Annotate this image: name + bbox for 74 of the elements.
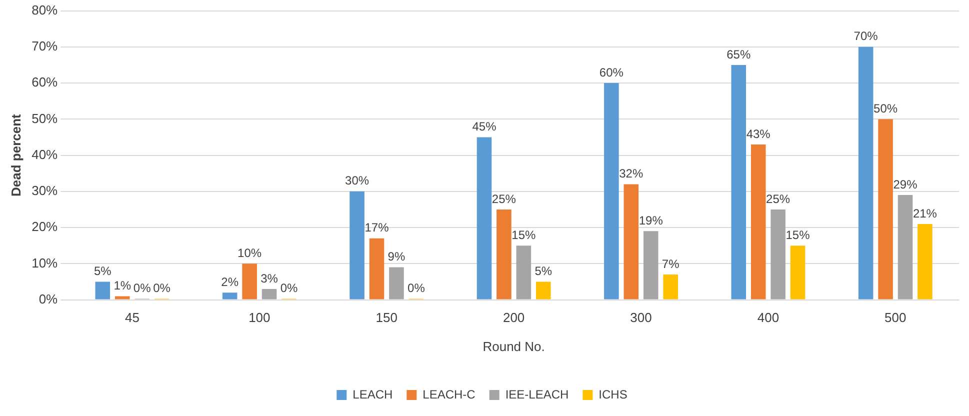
- y-tick-label: 0%: [38, 291, 58, 306]
- data-label: 45%: [472, 120, 497, 134]
- y-tick-label: 70%: [32, 38, 58, 54]
- data-label: 1%: [114, 278, 132, 292]
- data-label: 29%: [893, 177, 918, 192]
- y-tick-label: 10%: [32, 255, 58, 270]
- y-tick-label: 50%: [32, 110, 58, 126]
- bar: [858, 46, 874, 300]
- data-label: 25%: [492, 192, 516, 206]
- bar: [496, 209, 512, 300]
- x-tick-label: 400: [757, 310, 780, 326]
- y-tick-label: 80%: [32, 2, 58, 18]
- x-tick-label: 500: [884, 310, 906, 326]
- data-label: 10%: [238, 246, 262, 260]
- bar: [242, 264, 257, 300]
- data-label: 19%: [638, 213, 664, 228]
- bar: [770, 209, 786, 300]
- y-tick-label: 30%: [32, 183, 58, 198]
- bar: [624, 184, 639, 300]
- data-label: 25%: [766, 192, 790, 206]
- bar: [536, 282, 551, 300]
- y-tick-label: 20%: [32, 219, 58, 234]
- y-tick-label: 40%: [32, 146, 58, 162]
- data-label: 43%: [746, 126, 771, 141]
- y-tick-label: 60%: [32, 74, 58, 90]
- bar: [878, 119, 893, 300]
- bar: [222, 292, 238, 300]
- legend-label: LEACH: [352, 387, 393, 402]
- bar: [350, 191, 364, 300]
- y-axis-title: Dead percent: [8, 113, 24, 196]
- x-axis-title: Round No.: [482, 338, 545, 354]
- data-label: 9%: [388, 250, 406, 264]
- bar: [604, 83, 619, 300]
- data-label: 7%: [662, 256, 680, 271]
- bar: [476, 137, 492, 300]
- bar: [918, 224, 932, 300]
- x-tick-label: 150: [376, 310, 398, 326]
- bar: [516, 246, 532, 300]
- data-label: 0%: [408, 281, 426, 296]
- bar: [731, 64, 746, 300]
- x-tick-label: 100: [248, 310, 270, 326]
- x-tick-label: 45: [124, 310, 140, 326]
- data-label: 30%: [345, 174, 370, 188]
- x-tick-label: 300: [630, 310, 652, 326]
- bar: [389, 267, 404, 300]
- data-label: 0%: [133, 281, 152, 296]
- data-label: 60%: [599, 65, 624, 80]
- data-label: 15%: [512, 228, 536, 242]
- data-label: 0%: [153, 281, 171, 296]
- data-label: 70%: [854, 29, 878, 44]
- data-label: 5%: [94, 264, 112, 278]
- data-label: 17%: [364, 220, 390, 235]
- data-label: 2%: [221, 274, 239, 289]
- bar: [898, 195, 913, 300]
- legend-label: ICHS: [598, 387, 628, 402]
- bar: [643, 231, 658, 300]
- data-label: 32%: [619, 166, 644, 181]
- data-label: 50%: [874, 101, 898, 116]
- data-label: 5%: [534, 264, 552, 278]
- bar: [663, 274, 678, 300]
- bar: [750, 144, 766, 300]
- legend-label: LEACH-C: [422, 387, 476, 402]
- data-label: 21%: [912, 206, 938, 220]
- data-label: 65%: [726, 47, 751, 62]
- bar: [95, 282, 110, 300]
- data-label: 0%: [280, 281, 298, 296]
- bar: [262, 288, 277, 300]
- bar: [369, 238, 384, 300]
- legend-label: IEE-LEACH: [505, 387, 569, 402]
- x-tick-label: 200: [502, 310, 525, 326]
- bar: [790, 246, 806, 300]
- data-label: 3%: [260, 271, 278, 286]
- bar: [114, 296, 130, 300]
- data-label: 15%: [786, 228, 810, 242]
